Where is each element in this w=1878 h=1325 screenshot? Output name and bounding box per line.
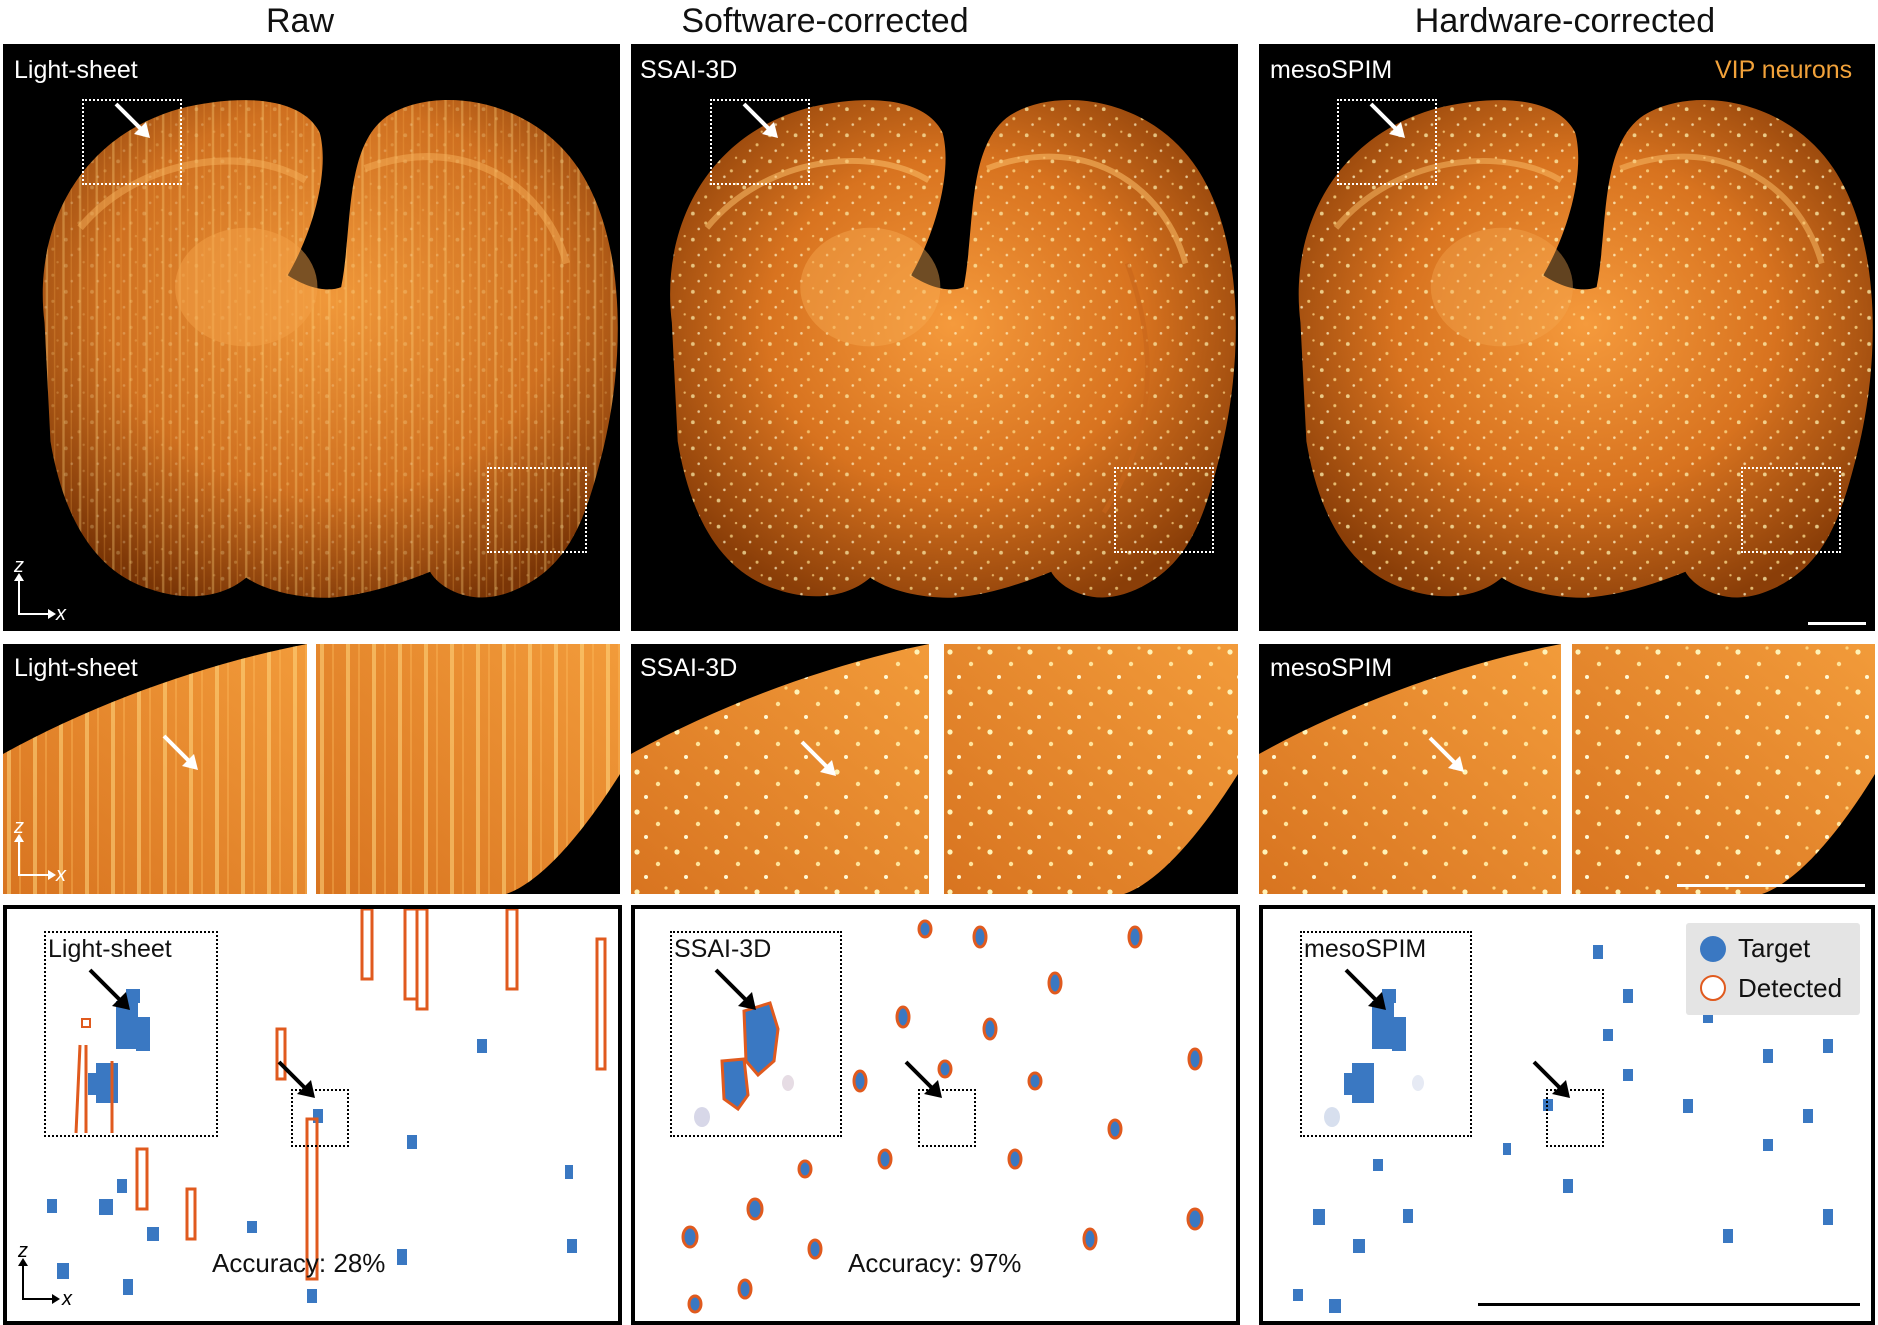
segmentation-raw-roi-box	[291, 1089, 349, 1147]
overview-hardware-image	[1259, 44, 1875, 631]
overview-software-arrow-icon	[742, 102, 778, 138]
zoom-hardware-image-2	[1572, 644, 1875, 894]
axis-x-label-segmentation: x	[62, 1288, 72, 1310]
zoom-software-image-1	[631, 644, 929, 894]
zoom-raw-image-1	[3, 644, 307, 894]
vip-neurons-annotation: VIP neurons	[1715, 56, 1853, 84]
segmentation-raw-label: Light-sheet	[48, 935, 172, 963]
segmentation-hardware-inset	[1300, 931, 1472, 1137]
axis-indicator-overview: z x	[12, 555, 66, 625]
zoom-hardware-label: mesoSPIM	[1270, 654, 1393, 682]
legend-detected-swatch	[1700, 975, 1726, 1001]
overview-raw-roi-box-2	[487, 467, 587, 553]
legend: Target Detected	[1686, 923, 1860, 1015]
overview-hardware-roi-box-2	[1741, 467, 1841, 553]
overview-software-image	[631, 44, 1238, 631]
overview-raw-arrow-icon	[114, 102, 150, 138]
axis-x-label-zoom: x	[56, 864, 66, 886]
overview-software-roi-box-2	[1114, 467, 1214, 553]
segmentation-software-inset-arrow-icon	[714, 968, 756, 1010]
segmentation-software-roi-box	[918, 1089, 976, 1147]
zoom-raw-label: Light-sheet	[14, 654, 138, 682]
axis-z-label-segmentation: z	[18, 1240, 28, 1262]
overview-software-roi-box-1	[710, 99, 810, 185]
segmentation-hardware-inset-arrow-icon	[1344, 968, 1386, 1010]
accuracy-software: Accuracy: 97%	[848, 1248, 1022, 1278]
overview-scale-bar	[1808, 622, 1866, 625]
segmentation-hardware-arrow-icon	[1532, 1060, 1570, 1098]
column-title-hardware: Hardware-corrected	[1414, 2, 1716, 40]
segmentation-software-arrow-icon	[904, 1060, 942, 1098]
segmentation-software-label: SSAI-3D	[674, 935, 772, 963]
zoom-hardware-arrow-icon	[1428, 736, 1464, 772]
zoom-hardware-image-1	[1259, 644, 1561, 894]
segmentation-raw-inset	[44, 931, 218, 1137]
zoom-scale-bar	[1677, 884, 1865, 887]
column-title-software: Software-corrected	[681, 2, 969, 40]
overview-hardware-roi-box-1	[1337, 99, 1437, 185]
segmentation-software-inset	[670, 931, 842, 1137]
overview-software-label: SSAI-3D	[640, 56, 738, 84]
overview-hardware-arrow-icon	[1369, 102, 1405, 138]
overview-hardware-label: mesoSPIM	[1270, 56, 1393, 84]
legend-target-label: Target	[1738, 933, 1811, 963]
overview-raw-roi-box-1	[82, 99, 182, 185]
legend-detected-label: Detected	[1738, 973, 1843, 1003]
zoom-software-image-2	[944, 644, 1238, 894]
axis-indicator-zoom: z x	[12, 816, 66, 886]
segmentation-raw-inset-arrow-icon	[88, 968, 130, 1010]
overview-raw-image	[3, 44, 620, 631]
zoom-software-label: SSAI-3D	[640, 654, 738, 682]
segmentation-scale-bar	[1478, 1303, 1860, 1306]
zoom-raw-image-2	[316, 644, 620, 894]
legend-target-swatch	[1700, 936, 1726, 962]
zoom-raw-arrow-icon	[162, 734, 198, 770]
zoom-software-arrow-icon	[800, 740, 836, 776]
axis-z-label-zoom: z	[14, 816, 24, 838]
segmentation-raw-arrow-icon	[277, 1060, 315, 1098]
axis-indicator-segmentation: z x	[14, 1240, 76, 1310]
overview-raw-label: Light-sheet	[14, 56, 138, 84]
axis-z-label: z	[14, 555, 24, 577]
axis-x-label: x	[56, 603, 66, 625]
segmentation-hardware-label: mesoSPIM	[1304, 935, 1427, 963]
column-title-raw: Raw	[265, 2, 335, 40]
segmentation-hardware-roi-box	[1546, 1089, 1604, 1147]
accuracy-raw: Accuracy: 28%	[212, 1248, 386, 1278]
